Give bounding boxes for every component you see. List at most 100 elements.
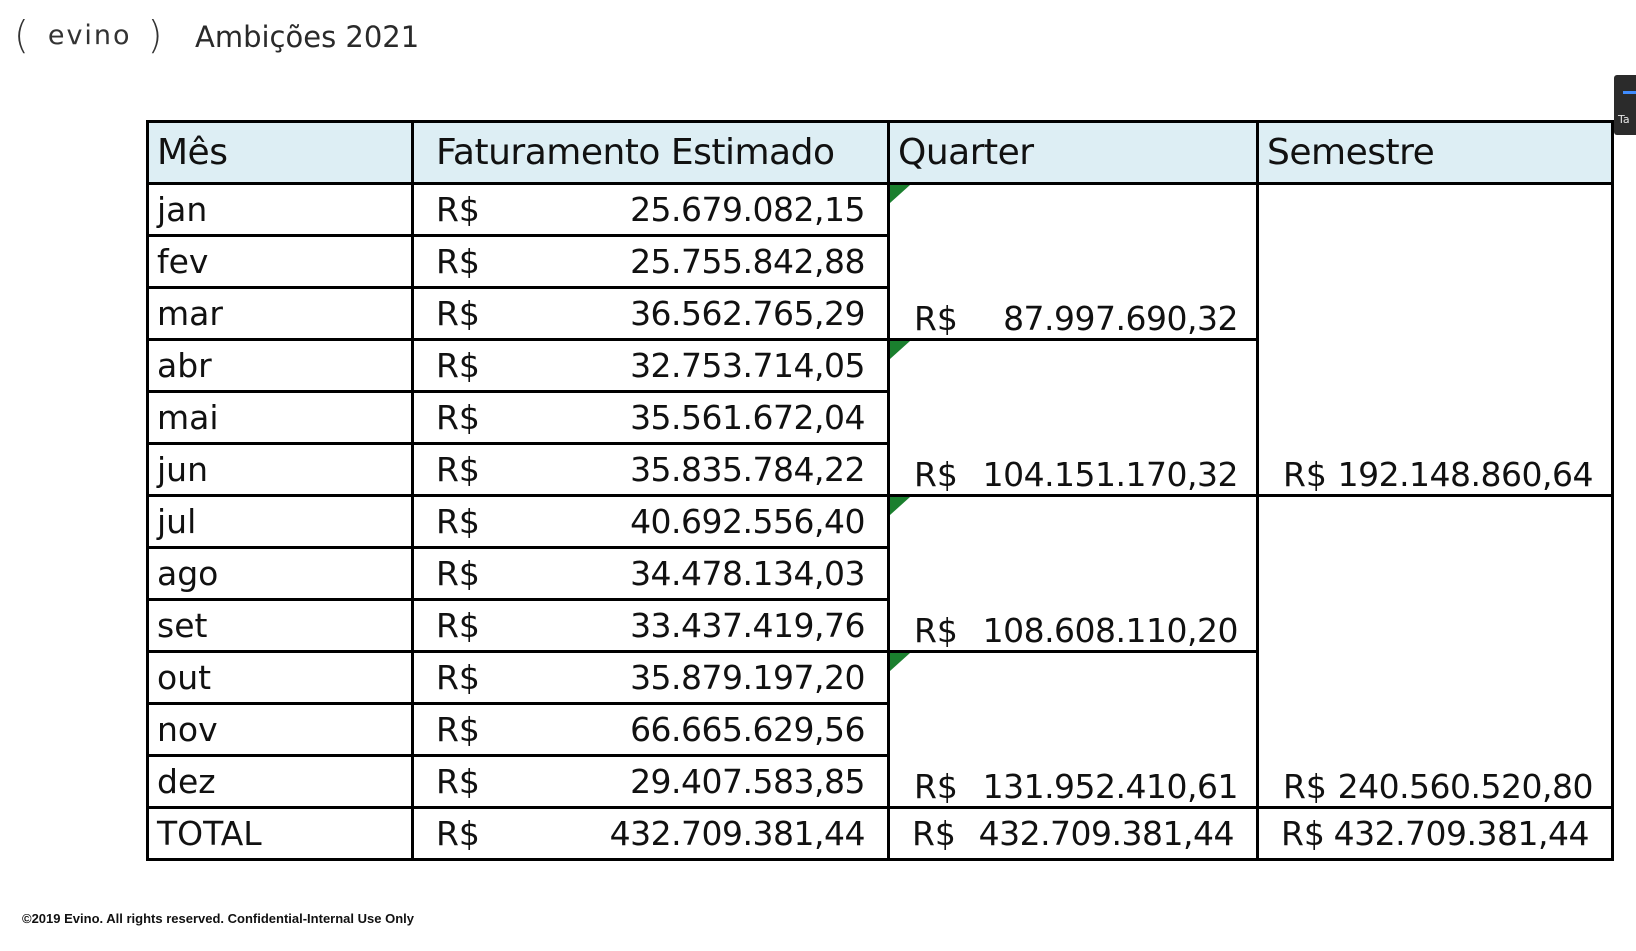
quarter-cell: R$ 87.997.690,32: [887, 182, 1259, 341]
faturamento-value: 40.692.556,40: [630, 502, 865, 541]
faturamento-value: 35.835.784,22: [630, 450, 865, 489]
total-quarter-value: 432.709.381,44: [978, 814, 1235, 853]
semester-amount: R$ 240.560.520,80: [1267, 767, 1603, 806]
faturamento-amount: R$ 29.407.583,85: [422, 762, 879, 801]
faturamento-value: 32.753.714,05: [630, 346, 865, 385]
table-row: dez R$ 29.407.583,85: [146, 754, 1613, 809]
faturamento-currency: R$: [436, 398, 480, 437]
faturamento-cell: R$ 25.679.082,15: [411, 182, 890, 237]
faturamento-cell: R$ 36.562.765,29: [411, 286, 890, 341]
faturamento-cell: R$ 40.692.556,40: [411, 494, 890, 549]
faturamento-amount: R$ 25.679.082,15: [422, 190, 879, 229]
total-faturamento-currency: R$: [436, 814, 480, 853]
faturamento-amount: R$ 35.835.784,22: [422, 450, 879, 489]
table-row: jan R$ 25.679.082,15 R$ 87.997.690,32 R$ 192.1…: [146, 182, 1614, 497]
faturamento-cell: R$ 33.437.419,76: [411, 598, 890, 653]
semester-currency: R$: [1283, 455, 1327, 494]
month-cell: out: [146, 650, 414, 705]
month-cell: dez: [146, 754, 414, 809]
faturamento-cell: R$ 25.755.842,88: [411, 234, 890, 289]
faturamento-value: 25.679.082,15: [630, 190, 865, 229]
cell-comment-flag-icon: [890, 341, 910, 359]
side-panel-label: Ta: [1618, 113, 1630, 126]
month-cell: fev: [146, 234, 414, 289]
header-faturamento: Faturamento Estimado: [411, 120, 890, 185]
faturamento-currency: R$: [436, 502, 480, 541]
month-cell: jul: [146, 494, 414, 549]
total-label: TOTAL: [146, 806, 414, 861]
total-faturamento-cell: R$ 432.709.381,44: [411, 806, 890, 861]
header-quarter: Quarter: [887, 120, 1259, 185]
quarter-cell: R$ 104.151.170,32: [887, 338, 1259, 497]
faturamento-amount: R$ 25.755.842,88: [422, 242, 879, 281]
total-row: TOTAL R$ 432.709.381,44 R$ 432.709.381,44 R$ 4…: [146, 806, 1614, 861]
faturamento-value: 35.561.672,04: [630, 398, 865, 437]
faturamento-value: 34.478.134,03: [630, 554, 865, 593]
table-header-row: Mês Faturamento Estimado Quarter Semestr…: [146, 120, 1614, 185]
faturamento-currency: R$: [436, 294, 480, 333]
total-quarter-currency: R$: [912, 814, 956, 853]
total-quarter-cell: R$ 432.709.381,44: [887, 806, 1259, 861]
faturamento-amount: R$ 36.562.765,29: [422, 294, 879, 333]
table-row: set R$ 33.437.419,76: [146, 598, 1613, 653]
faturamento-value: 25.755.842,88: [630, 242, 865, 281]
faturamento-cell: R$ 29.407.583,85: [411, 754, 890, 809]
faturamento-currency: R$: [436, 450, 480, 489]
total-semestre-amount: R$ 432.709.381,44: [1267, 814, 1603, 853]
month-cell: abr: [146, 338, 414, 393]
quarter-value: 87.997.690,32: [1003, 299, 1238, 338]
faturamento-amount: R$ 35.879.197,20: [422, 658, 879, 697]
quarter-amount: R$ 108.608.110,20: [898, 611, 1248, 650]
faturamento-cell: R$ 34.478.134,03: [411, 546, 890, 601]
faturamento-value: 36.562.765,29: [630, 294, 865, 333]
header-mes: Mês: [146, 120, 414, 185]
quarter-cell: R$ 131.952.410,61: [887, 650, 1259, 809]
quarter-currency: R$: [914, 611, 958, 650]
faturamento-currency: R$: [436, 658, 480, 697]
faturamento-cell: R$ 35.879.197,20: [411, 650, 890, 705]
table-row: ago R$ 34.478.134,03: [146, 546, 1613, 601]
footer-copyright: ©2019 Evino. All rights reserved. Confid…: [22, 911, 414, 926]
faturamento-amount: R$ 40.692.556,40: [422, 502, 879, 541]
cell-comment-flag-icon: [890, 653, 910, 671]
faturamento-amount: R$ 35.561.672,04: [422, 398, 879, 437]
logo-open-paren: (: [14, 13, 32, 57]
faturamento-currency: R$: [436, 710, 480, 749]
faturamento-value: 29.407.583,85: [630, 762, 865, 801]
table-row: mar R$ 36.562.765,29: [146, 286, 1613, 341]
faturamento-amount: R$ 32.753.714,05: [422, 346, 879, 385]
table-row: nov R$ 66.665.629,56: [146, 702, 1613, 757]
month-cell: ago: [146, 546, 414, 601]
revenue-table: Mês Faturamento Estimado Quarter Semestr…: [146, 120, 1614, 861]
faturamento-value: 33.437.419,76: [630, 606, 865, 645]
logo-close-paren: ): [147, 13, 166, 57]
month-cell: jan: [146, 182, 414, 237]
quarter-cell: R$ 108.608.110,20: [887, 494, 1259, 653]
table-row: jul R$ 40.692.556,40 R$ 108.608.110,20 R$ 240.…: [146, 494, 1614, 809]
quarter-value: 104.151.170,32: [982, 455, 1239, 494]
faturamento-cell: R$ 35.561.672,04: [411, 390, 890, 445]
side-panel-tab[interactable]: Ta: [1614, 75, 1636, 135]
quarter-value: 131.952.410,61: [982, 767, 1239, 806]
slide-title: Ambições 2021: [195, 20, 420, 54]
month-cell: mai: [146, 390, 414, 445]
faturamento-currency: R$: [436, 242, 480, 281]
faturamento-value: 35.879.197,20: [630, 658, 865, 697]
faturamento-value: 66.665.629,56: [630, 710, 865, 749]
quarter-amount: R$ 131.952.410,61: [898, 767, 1248, 806]
quarter-amount: R$ 87.997.690,32: [898, 299, 1248, 338]
cell-comment-flag-icon: [890, 497, 910, 515]
table-row: out R$ 35.879.197,20 R$ 131.952.410,61: [146, 650, 1613, 809]
faturamento-amount: R$ 66.665.629,56: [422, 710, 879, 749]
faturamento-currency: R$: [436, 190, 480, 229]
semester-cell: R$ 192.148.860,64: [1256, 182, 1614, 497]
faturamento-cell: R$ 35.835.784,22: [411, 442, 890, 497]
total-faturamento-value: 432.709.381,44: [609, 814, 866, 853]
quarter-currency: R$: [914, 299, 958, 338]
semester-amount: R$ 192.148.860,64: [1267, 455, 1603, 494]
month-cell: jun: [146, 442, 414, 497]
table-row: abr R$ 32.753.714,05 R$ 104.151.170,32: [146, 338, 1613, 497]
table-row: mai R$ 35.561.672,04: [146, 390, 1613, 445]
faturamento-currency: R$: [436, 554, 480, 593]
quarter-currency: R$: [914, 767, 958, 806]
